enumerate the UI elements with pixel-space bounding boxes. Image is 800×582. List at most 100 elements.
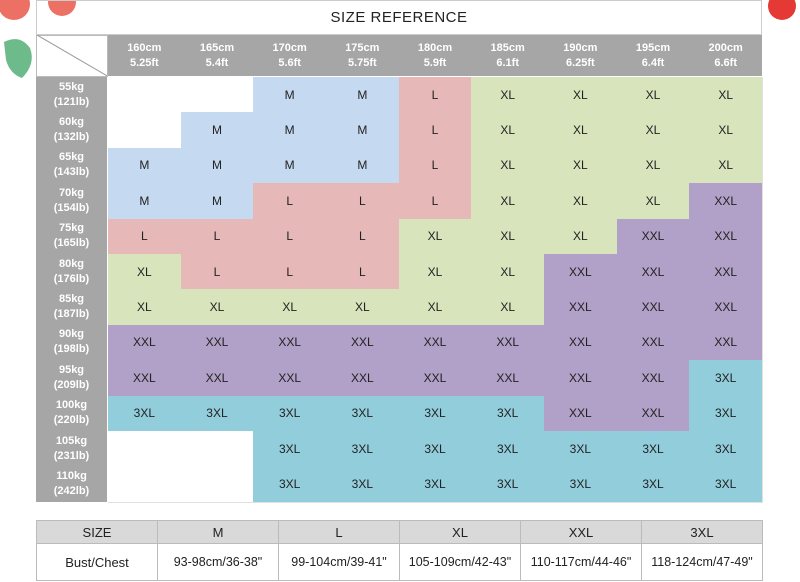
size-cell: 3XL — [616, 431, 691, 468]
size-cell: 3XL — [108, 395, 182, 432]
height-cm: 160cm — [127, 41, 162, 54]
weight-kg: 90kg — [58, 328, 85, 341]
decor-lantern — [768, 0, 796, 20]
height-cm: 185cm — [490, 41, 525, 54]
size-cell: XL — [616, 77, 691, 114]
height-cm: 170cm — [272, 41, 307, 54]
size-cell: L — [326, 254, 400, 291]
size-cell: XL — [544, 77, 618, 114]
size-cell: 3XL — [471, 395, 545, 432]
weight-header: 70kg (154lb) — [36, 183, 108, 220]
size-cell: 3XL — [326, 395, 400, 432]
weight-lb: (220lb) — [53, 414, 90, 427]
size-cell — [108, 77, 182, 114]
weight-kg: 75kg — [58, 222, 85, 235]
size-cell: XXL — [544, 395, 618, 432]
size-cell — [108, 112, 182, 149]
size-cell: 3XL — [180, 395, 255, 432]
weight-kg: 95kg — [58, 363, 85, 376]
size-cell: XL — [471, 254, 545, 291]
size-cell: XL — [544, 183, 618, 220]
size-cell: XL — [108, 254, 182, 291]
corner-diagonal — [37, 35, 107, 77]
weight-lb: (165lb) — [53, 237, 90, 250]
size-cell: XL — [689, 112, 764, 149]
height-header: 175cm 5.75ft — [326, 35, 400, 77]
size-cell: 3XL — [398, 395, 473, 432]
weight-lb: (132lb) — [53, 131, 90, 144]
size-cell: L — [398, 147, 473, 185]
weight-kg: 85kg — [58, 293, 85, 306]
size-cell: XL — [471, 77, 545, 114]
size-cell: M — [253, 77, 327, 114]
size-cell: 3XL — [326, 431, 400, 468]
height-header: 195cm 6.4ft — [616, 35, 691, 77]
size-cell: XL — [326, 289, 400, 326]
size-cell — [180, 466, 255, 503]
size-cell: 3XL — [689, 431, 764, 468]
height-header: 200cm 6.6ft — [689, 35, 764, 77]
weight-header: 90kg (198lb) — [36, 324, 108, 362]
weight-lb: (242lb) — [53, 485, 90, 498]
size-cell: XXL — [108, 360, 182, 397]
size-cell: XXL — [689, 183, 764, 220]
height-ft: 5.75ft — [347, 56, 377, 69]
size-cell: XL — [616, 183, 691, 220]
size-cell: L — [253, 218, 327, 255]
size-cell: L — [326, 183, 400, 220]
height-ft: 6.25ft — [565, 56, 595, 69]
weight-kg: 105kg — [55, 434, 88, 447]
size-cell: XL — [398, 289, 473, 326]
decor-circle — [48, 0, 76, 16]
size-cell: M — [253, 112, 327, 149]
weight-header: 60kg (132lb) — [36, 112, 108, 149]
size-cell: M — [326, 77, 400, 114]
size-cell: XXL — [689, 289, 764, 326]
size-cell: XL — [471, 147, 545, 185]
height-header: 170cm 5.6ft — [253, 35, 327, 77]
size-cell: XXL — [471, 360, 545, 397]
size-cell: 3XL — [253, 466, 327, 503]
size-cell: XL — [253, 289, 327, 326]
weight-kg: 65kg — [58, 151, 85, 164]
weight-header: 95kg (209lb) — [36, 360, 108, 397]
corner-cell — [36, 35, 108, 77]
height-ft: 6.6ft — [714, 56, 737, 69]
height-cm: 175cm — [345, 41, 380, 54]
weight-lb: (198lb) — [53, 343, 90, 356]
legend-size: L — [278, 520, 400, 544]
height-ft: 6.1ft — [496, 56, 519, 69]
weight-lb: (231lb) — [53, 449, 90, 462]
size-cell: 3XL — [616, 466, 691, 503]
size-cell: XXL — [689, 324, 764, 362]
size-cell: XXL — [616, 289, 691, 326]
height-ft: 5.6ft — [278, 56, 301, 69]
size-cell: L — [253, 183, 327, 220]
size-cell: M — [253, 147, 327, 185]
legend-measure: 99-104cm/39-41" — [278, 543, 400, 581]
size-cell: XXL — [544, 289, 618, 326]
size-cell: XL — [689, 77, 764, 114]
size-cell: XXL — [616, 254, 691, 291]
size-cell: XL — [108, 289, 182, 326]
weight-lb: (187lb) — [53, 308, 90, 321]
legend-measure: 93-98cm/36-38" — [157, 543, 279, 581]
height-header: 180cm 5.9ft — [398, 35, 473, 77]
size-cell: M — [326, 112, 400, 149]
legend-header: SIZE — [36, 520, 158, 544]
weight-lb: (143lb) — [53, 166, 90, 179]
size-cell: L — [326, 218, 400, 255]
size-cell: XL — [471, 218, 545, 255]
decoration — [0, 0, 796, 20]
height-cm: 195cm — [635, 41, 671, 54]
size-cell: 3XL — [689, 395, 764, 432]
size-cell: L — [253, 254, 327, 291]
size-cell: XL — [471, 289, 545, 326]
title: SIZE REFERENCE — [36, 0, 762, 35]
height-ft: 5.4ft — [205, 56, 229, 69]
weight-kg: 55kg — [58, 80, 85, 93]
size-cell: XXL — [616, 395, 691, 432]
size-cell: XXL — [689, 218, 764, 255]
size-cell — [108, 431, 182, 468]
size-cell: XL — [471, 112, 545, 149]
